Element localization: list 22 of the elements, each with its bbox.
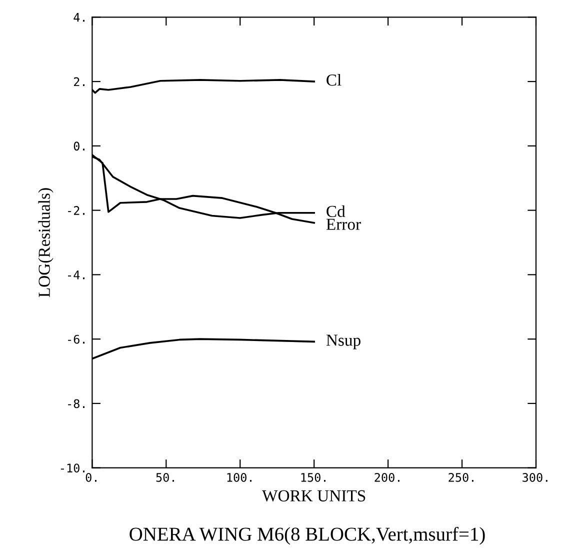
- x-tick-label: 0.: [86, 472, 96, 482]
- x-tick-label: 150.: [301, 472, 326, 482]
- y-tick-label: -8.: [68, 399, 84, 408]
- y-tick-label: 2.: [74, 77, 84, 86]
- series-label: Cl: [326, 74, 342, 86]
- x-tick-label: 100.: [227, 472, 252, 482]
- x-tick-label: 50.: [156, 472, 174, 482]
- x-tick-label: 200.: [374, 472, 400, 482]
- series-label: Cd: [326, 205, 346, 218]
- y-tick-label: 4.: [74, 13, 84, 22]
- y-tick-label: -4.: [68, 270, 84, 280]
- y-tick-label: -6.: [68, 334, 84, 344]
- y-tick-label: -10.: [60, 464, 84, 473]
- series-label: Error: [326, 218, 361, 230]
- y-tick-label: 0.: [74, 142, 84, 151]
- x-tick-label: 300.: [522, 472, 548, 482]
- y-tick-label: -2.: [68, 206, 84, 215]
- x-axis-title: WORK UNITS: [262, 490, 366, 502]
- text: ONERA WING M6(8 BLOCK,Vert,msurf=1): [130, 526, 485, 545]
- y-axis-title: LOG(Residuals): [38, 188, 54, 298]
- series-label: Nsup: [326, 334, 360, 350]
- x-tick-label: 250.: [448, 472, 474, 482]
